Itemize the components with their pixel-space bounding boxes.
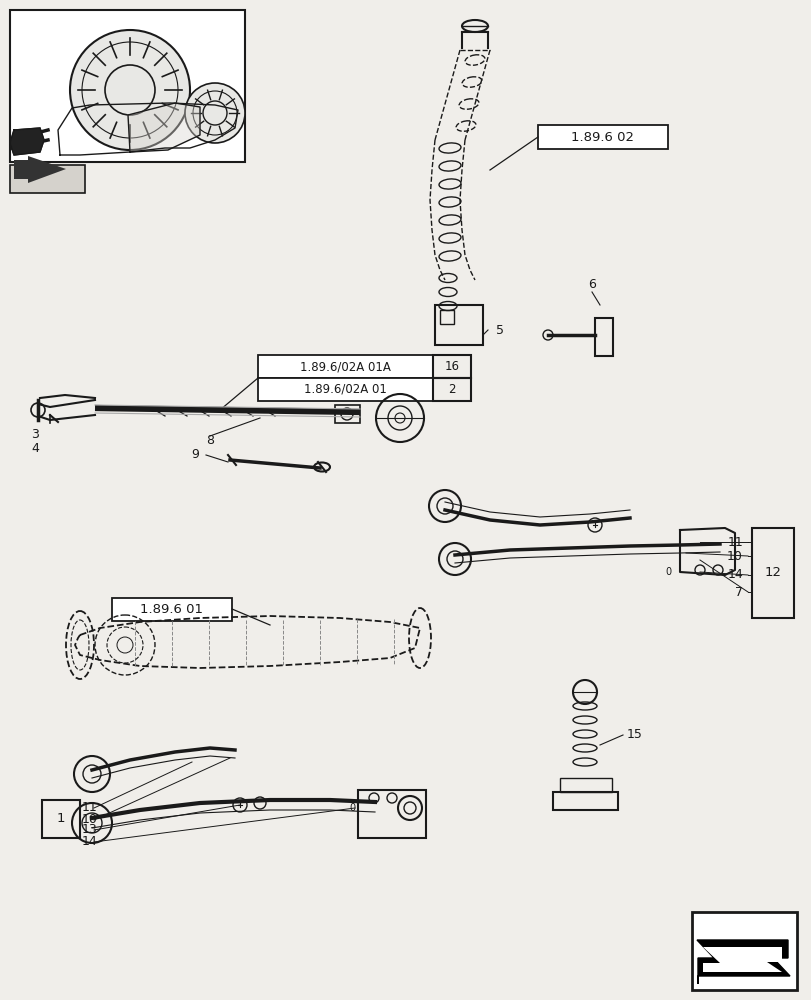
Bar bbox=[560, 778, 611, 792]
Text: 5: 5 bbox=[496, 324, 504, 336]
Text: 14: 14 bbox=[82, 835, 97, 848]
Bar bbox=[42, 800, 80, 838]
Text: 1.89.6/02A 01: 1.89.6/02A 01 bbox=[303, 383, 387, 396]
Bar bbox=[358, 790, 426, 838]
Bar bbox=[552, 792, 617, 810]
Text: 15: 15 bbox=[626, 728, 642, 742]
Bar bbox=[258, 378, 432, 401]
Circle shape bbox=[185, 83, 245, 143]
Text: 1.89.6/02A 01A: 1.89.6/02A 01A bbox=[300, 360, 390, 373]
Bar bbox=[112, 598, 232, 621]
Polygon shape bbox=[696, 940, 789, 984]
Bar bbox=[538, 125, 667, 149]
Text: 12: 12 bbox=[764, 566, 780, 580]
Text: 10: 10 bbox=[726, 550, 742, 562]
Text: 6: 6 bbox=[587, 278, 595, 292]
Text: 2: 2 bbox=[448, 383, 455, 396]
Polygon shape bbox=[128, 103, 200, 152]
Polygon shape bbox=[14, 156, 66, 188]
Bar bbox=[432, 378, 470, 401]
Bar bbox=[258, 355, 432, 378]
Text: 4: 4 bbox=[31, 442, 39, 454]
Bar bbox=[335, 405, 359, 423]
Text: 8: 8 bbox=[206, 434, 214, 446]
Circle shape bbox=[70, 30, 190, 150]
Polygon shape bbox=[10, 128, 44, 155]
Text: 1.89.6 01: 1.89.6 01 bbox=[140, 603, 204, 616]
Bar bbox=[594, 318, 612, 356]
Text: 1: 1 bbox=[57, 812, 65, 825]
Text: 9: 9 bbox=[191, 448, 199, 462]
Polygon shape bbox=[702, 947, 781, 978]
Text: 10: 10 bbox=[82, 813, 98, 826]
Text: 3: 3 bbox=[31, 428, 39, 442]
Text: 0: 0 bbox=[349, 803, 354, 813]
Bar bbox=[691, 912, 796, 990]
Bar bbox=[440, 310, 453, 324]
Bar bbox=[432, 355, 470, 378]
Text: 13: 13 bbox=[82, 823, 97, 836]
Text: 0: 0 bbox=[664, 567, 670, 577]
Bar bbox=[10, 165, 85, 193]
Text: 11: 11 bbox=[727, 536, 742, 548]
Text: 14: 14 bbox=[727, 568, 742, 582]
Bar bbox=[10, 10, 245, 162]
Text: 11: 11 bbox=[82, 801, 97, 814]
Bar bbox=[435, 305, 483, 345]
Text: 16: 16 bbox=[444, 360, 459, 373]
Text: 7: 7 bbox=[734, 585, 742, 598]
Bar bbox=[751, 528, 793, 618]
Text: 1.89.6 02: 1.89.6 02 bbox=[571, 131, 633, 144]
